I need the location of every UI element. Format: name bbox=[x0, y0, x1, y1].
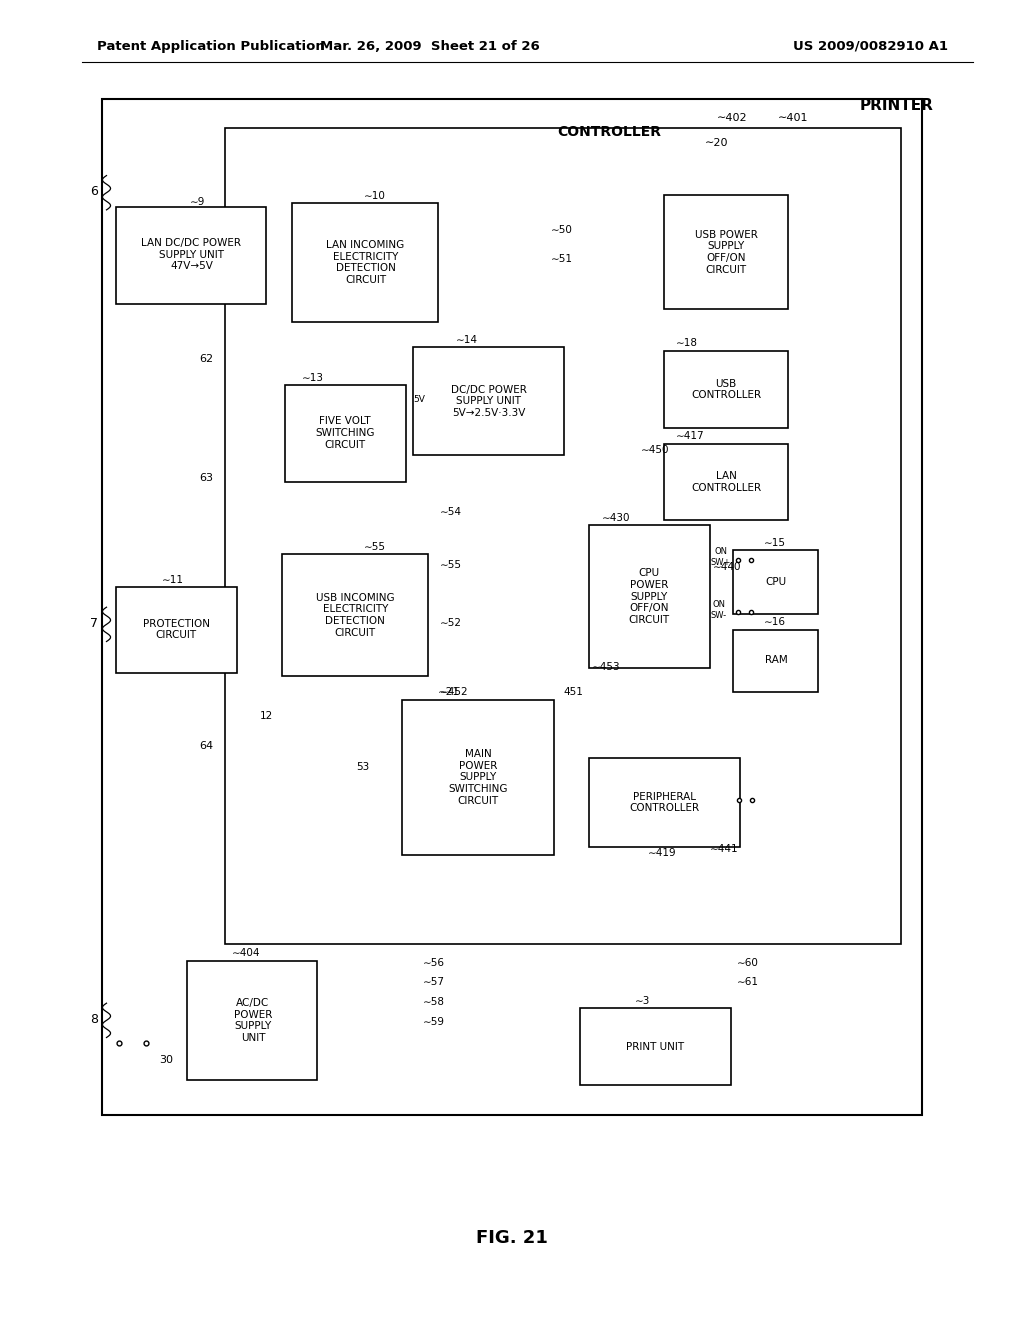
Text: ∼9: ∼9 bbox=[189, 197, 205, 207]
Text: ∼18: ∼18 bbox=[676, 338, 697, 348]
Text: 7: 7 bbox=[90, 616, 98, 630]
FancyBboxPatch shape bbox=[589, 525, 710, 668]
Text: USB
CONTROLLER: USB CONTROLLER bbox=[691, 379, 761, 400]
Text: FIVE VOLT
SWITCHING
CIRCUIT: FIVE VOLT SWITCHING CIRCUIT bbox=[315, 416, 375, 450]
Text: RAM: RAM bbox=[765, 655, 787, 665]
Text: DC/DC POWER
SUPPLY UNIT
5V→2.5V·3.3V: DC/DC POWER SUPPLY UNIT 5V→2.5V·3.3V bbox=[451, 384, 526, 418]
Text: ∼452: ∼452 bbox=[440, 686, 469, 697]
Text: ∼56: ∼56 bbox=[423, 957, 444, 968]
Text: 30: 30 bbox=[159, 1055, 173, 1065]
Text: ∼16: ∼16 bbox=[764, 616, 785, 627]
Text: ∼402: ∼402 bbox=[717, 112, 748, 123]
Text: CONTROLLER: CONTROLLER bbox=[557, 125, 662, 139]
Text: AC/DC
POWER
SUPPLY
UNIT: AC/DC POWER SUPPLY UNIT bbox=[233, 998, 272, 1043]
Text: ∼417: ∼417 bbox=[676, 430, 705, 441]
Text: 6: 6 bbox=[90, 185, 98, 198]
Text: ∼11: ∼11 bbox=[162, 574, 183, 585]
Text: PRINTER: PRINTER bbox=[860, 98, 934, 114]
Text: ∼15: ∼15 bbox=[764, 537, 785, 548]
Text: ∼430: ∼430 bbox=[602, 512, 631, 523]
FancyBboxPatch shape bbox=[413, 347, 564, 455]
FancyBboxPatch shape bbox=[664, 195, 788, 309]
Text: ∼450: ∼450 bbox=[641, 445, 670, 455]
FancyBboxPatch shape bbox=[733, 630, 818, 692]
Text: LAN
CONTROLLER: LAN CONTROLLER bbox=[691, 471, 761, 492]
Text: ∼441: ∼441 bbox=[710, 843, 738, 854]
FancyBboxPatch shape bbox=[116, 207, 266, 304]
Text: ∼58: ∼58 bbox=[423, 997, 444, 1007]
FancyBboxPatch shape bbox=[664, 351, 788, 428]
FancyBboxPatch shape bbox=[102, 99, 922, 1115]
Text: ON
SW-: ON SW- bbox=[711, 601, 727, 619]
Text: ∼21: ∼21 bbox=[438, 686, 460, 697]
Text: CPU
POWER
SUPPLY
OFF/ON
CIRCUIT: CPU POWER SUPPLY OFF/ON CIRCUIT bbox=[629, 569, 670, 624]
Text: 451: 451 bbox=[563, 686, 583, 697]
FancyBboxPatch shape bbox=[225, 128, 901, 944]
Text: ∼440: ∼440 bbox=[713, 561, 741, 572]
Text: ∼3: ∼3 bbox=[635, 995, 650, 1006]
Text: US 2009/0082910 A1: US 2009/0082910 A1 bbox=[793, 40, 948, 53]
Text: ∼404: ∼404 bbox=[231, 948, 260, 958]
Text: ∼61: ∼61 bbox=[737, 977, 759, 987]
Text: ∼57: ∼57 bbox=[423, 977, 444, 987]
Text: ∼401: ∼401 bbox=[778, 112, 809, 123]
Text: CPU: CPU bbox=[766, 577, 786, 587]
Text: USB POWER
SUPPLY
OFF/ON
CIRCUIT: USB POWER SUPPLY OFF/ON CIRCUIT bbox=[694, 230, 758, 275]
Text: 62: 62 bbox=[199, 354, 213, 364]
FancyBboxPatch shape bbox=[187, 961, 317, 1080]
Text: Patent Application Publication: Patent Application Publication bbox=[97, 40, 325, 53]
Text: MAIN
POWER
SUPPLY
SWITCHING
CIRCUIT: MAIN POWER SUPPLY SWITCHING CIRCUIT bbox=[449, 750, 508, 805]
Text: ∼59: ∼59 bbox=[423, 1016, 444, 1027]
Text: Mar. 26, 2009  Sheet 21 of 26: Mar. 26, 2009 Sheet 21 of 26 bbox=[321, 40, 540, 53]
FancyBboxPatch shape bbox=[664, 444, 788, 520]
Text: ∼52: ∼52 bbox=[440, 618, 462, 628]
Text: FIG. 21: FIG. 21 bbox=[476, 1229, 548, 1247]
FancyBboxPatch shape bbox=[116, 587, 237, 673]
Text: ∼453: ∼453 bbox=[592, 661, 621, 672]
FancyBboxPatch shape bbox=[733, 550, 818, 614]
Text: PERIPHERAL
CONTROLLER: PERIPHERAL CONTROLLER bbox=[630, 792, 699, 813]
Text: 63: 63 bbox=[199, 473, 213, 483]
Text: ∼14: ∼14 bbox=[456, 334, 477, 345]
FancyBboxPatch shape bbox=[282, 554, 428, 676]
FancyBboxPatch shape bbox=[285, 385, 406, 482]
Text: 12: 12 bbox=[260, 710, 273, 721]
Text: ∼51: ∼51 bbox=[551, 253, 572, 264]
Text: ∼54: ∼54 bbox=[440, 507, 462, 517]
FancyBboxPatch shape bbox=[292, 203, 438, 322]
Text: 64: 64 bbox=[199, 741, 213, 751]
Text: 5V: 5V bbox=[414, 396, 426, 404]
Text: ∼20: ∼20 bbox=[705, 137, 728, 148]
Text: ∼55: ∼55 bbox=[440, 560, 462, 570]
Text: 8: 8 bbox=[90, 1012, 98, 1026]
FancyBboxPatch shape bbox=[402, 700, 554, 855]
FancyBboxPatch shape bbox=[589, 758, 740, 847]
Text: 53: 53 bbox=[356, 762, 370, 772]
Text: USB INCOMING
ELECTRICITY
DETECTION
CIRCUIT: USB INCOMING ELECTRICITY DETECTION CIRCU… bbox=[316, 593, 394, 638]
Text: ∼55: ∼55 bbox=[364, 541, 385, 552]
Text: ∼10: ∼10 bbox=[364, 190, 385, 201]
Text: LAN DC/DC POWER
SUPPLY UNIT
47V→5V: LAN DC/DC POWER SUPPLY UNIT 47V→5V bbox=[141, 238, 242, 272]
Text: ∼50: ∼50 bbox=[551, 224, 572, 235]
Text: LAN INCOMING
ELECTRICITY
DETECTION
CIRCUIT: LAN INCOMING ELECTRICITY DETECTION CIRCU… bbox=[327, 240, 404, 285]
Text: ∼13: ∼13 bbox=[302, 372, 324, 383]
Text: ON
SW+: ON SW+ bbox=[711, 548, 731, 566]
Text: ∼419: ∼419 bbox=[648, 847, 677, 858]
Text: PROTECTION
CIRCUIT: PROTECTION CIRCUIT bbox=[142, 619, 210, 640]
Text: PRINT UNIT: PRINT UNIT bbox=[627, 1041, 684, 1052]
Text: ∼60: ∼60 bbox=[737, 957, 759, 968]
FancyBboxPatch shape bbox=[580, 1008, 731, 1085]
